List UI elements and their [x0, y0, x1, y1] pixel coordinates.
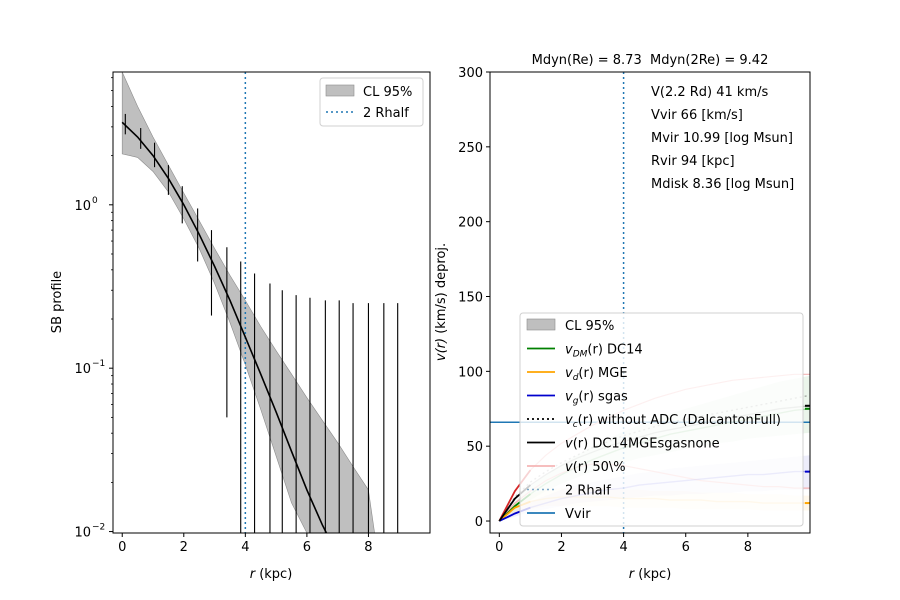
rc-legend-label: Vvir	[565, 507, 591, 522]
rc-x-tick-label: 0	[495, 540, 503, 555]
rc-y-axis-label: v(r) (km/s) deproj.	[434, 243, 449, 361]
sb-x-tick-label: 0	[118, 540, 126, 555]
rc-annotation-line: Mdisk 8.36 [log Msun]	[651, 177, 794, 192]
sb-legend: CL 95% 2 Rhalf	[319, 77, 424, 127]
sb-y-axis-label: SB profile	[50, 271, 65, 333]
rc-y-tick-label: 200	[458, 216, 483, 231]
sb-y-tick-exponent: −1	[92, 359, 105, 369]
rc-legend-label: vDM(r) DC14	[565, 343, 643, 360]
rc-annotation-line: V(2.2 Rd) 41 km/s	[651, 85, 769, 100]
sb-legend-band-swatch	[325, 84, 355, 97]
rc-x-axis-label: r (kpc)	[629, 567, 672, 582]
legend-band-swatch	[526, 318, 556, 331]
sb-x-tick-label: 8	[364, 540, 372, 555]
rc-legend: CL 95% vDM(r) DC14 vd(r) MGE vg(r) sgas vc(r…	[519, 312, 804, 527]
sb-y-tick-exponent: 0	[92, 196, 98, 206]
rotation-curve-panel: 0 2 4 6 8 0 50 100 150 200 250 300 Mdyn(Re) = 8.73…	[434, 53, 811, 582]
rc-legend-label: 2 Rhalf	[565, 484, 611, 499]
rc-y-tick-label: 250	[458, 141, 483, 156]
sb-y-tick-label: 10	[74, 199, 91, 214]
rc-x-tick-label: 6	[682, 540, 690, 555]
rc-axes-frame	[489, 71, 811, 534]
rc-annotation-line: Vvir 66 [km/s]	[651, 108, 743, 123]
rc-annotation-line: Mvir 10.99 [log Msun]	[651, 131, 793, 146]
sb-legend-rhalf-label: 2 Rhalf	[363, 106, 409, 121]
sb-x-axis-label: r (kpc)	[250, 567, 293, 582]
sb-x-tick-label: 2	[180, 540, 188, 555]
sb-model-line	[121, 121, 328, 533]
rc-title: Mdyn(Re) = 8.73 Mdyn(2Re) = 9.42	[532, 53, 769, 68]
rc-legend-frame	[519, 312, 804, 527]
rc-x-tick-label: 2	[557, 540, 565, 555]
sb-y-tick-label: 10	[74, 526, 91, 541]
sb-y-tick-label: 10	[74, 362, 91, 377]
rc-annotations: V(2.2 Rd) 41 km/s Vvir 66 [km/s] Mvir 10.9…	[651, 85, 794, 192]
rc-legend-label: vc(r) without ADC (DalcantonFull)	[565, 413, 781, 430]
sb-plot-area	[113, 72, 430, 533]
rc-y-tick-label: 150	[458, 291, 483, 306]
sb-legend-band-label: CL 95%	[363, 85, 412, 100]
rc-x-tick-label: 4	[619, 540, 627, 555]
rc-legend-label: vd(r) MGE	[565, 366, 628, 383]
sb-x-tick-label: 6	[303, 540, 311, 555]
rc-legend-label: v(r) 50\%	[565, 460, 626, 475]
rc-y-tick-label: 50	[466, 440, 483, 455]
rc-legend-label: vg(r) sgas	[565, 390, 628, 407]
rc-y-tick-label: 100	[458, 365, 483, 380]
rc-y-tick-label: 0	[475, 515, 483, 530]
sb-x-tick-label: 4	[241, 540, 249, 555]
rc-annotation-line: Rvir 94 [kpc]	[651, 154, 735, 169]
rc-legend-label: CL 95%	[565, 319, 614, 334]
sb-y-tick-exponent: −2	[92, 523, 105, 533]
rc-legend-label: v(r) DC14MGEsgasnone	[565, 437, 720, 452]
sb-axes-frame	[112, 71, 431, 534]
rc-y-tick-label: 300	[458, 66, 483, 81]
rc-x-tick-label: 8	[744, 540, 752, 555]
